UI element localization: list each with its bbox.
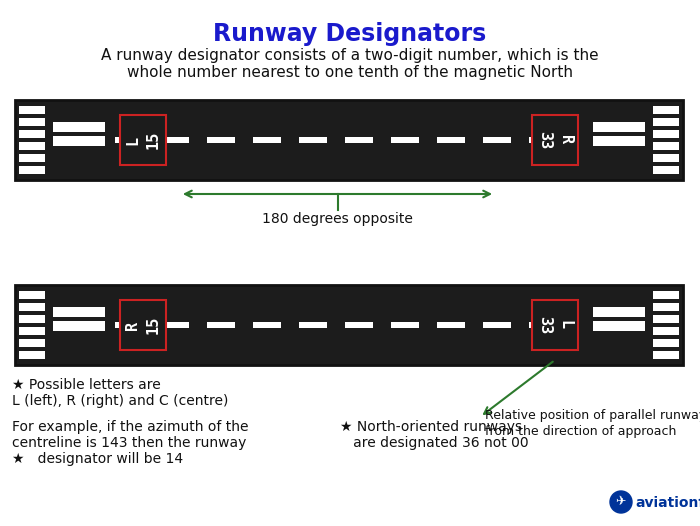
Text: Relative position of parallel runways: Relative position of parallel runways [485,409,700,422]
Bar [115,137,143,143]
Bar [653,339,679,347]
Text: 33: 33 [538,316,552,334]
Text: are designated 36 not 00: are designated 36 not 00 [340,436,528,450]
Bar [593,136,645,146]
Bar [19,141,45,150]
Bar [653,118,679,126]
Bar [653,290,679,299]
Bar [653,141,679,150]
Bar [19,302,45,311]
Bar [120,115,166,165]
Bar [19,315,45,323]
Bar [120,300,166,350]
Text: 33: 33 [538,131,552,149]
Text: ★   designator will be 14: ★ designator will be 14 [12,452,183,466]
Bar [53,307,105,317]
Bar [483,137,511,143]
Text: centreline is 143 then the runway: centreline is 143 then the runway [12,436,246,450]
Bar [19,106,45,115]
Text: from the direction of approach: from the direction of approach [485,425,676,438]
Bar [19,154,45,163]
Bar [15,285,683,365]
Bar [653,302,679,311]
Bar [529,137,557,143]
Text: 180 degrees opposite: 180 degrees opposite [262,212,413,226]
Bar [207,137,235,143]
Bar [653,315,679,323]
Bar [529,322,557,328]
Bar [437,322,465,328]
Bar [299,322,327,328]
Bar [391,137,419,143]
Text: aviationfile: aviationfile [635,496,700,510]
Text: L (left), R (right) and C (centre): L (left), R (right) and C (centre) [12,394,228,408]
Bar [483,322,511,328]
Text: ★ North-oriented runways: ★ North-oriented runways [340,420,522,434]
Bar [19,118,45,126]
Text: L: L [558,320,573,330]
Bar [391,322,419,328]
Bar [593,321,645,331]
Bar [19,290,45,299]
Bar [653,106,679,115]
Bar [437,137,465,143]
Text: 15: 15 [146,131,160,149]
Bar [19,166,45,175]
Bar [253,322,281,328]
Bar [653,154,679,163]
Bar [53,321,105,331]
Bar [653,327,679,336]
Text: ★ Possible letters are: ★ Possible letters are [12,378,161,392]
Bar [19,327,45,336]
Text: L: L [125,135,141,145]
Text: ✈: ✈ [616,495,626,509]
Bar [299,137,327,143]
Bar [593,307,645,317]
Bar [653,350,679,359]
Bar [115,322,143,328]
Bar [593,122,645,132]
Bar [53,122,105,132]
Bar [253,137,281,143]
Bar [345,322,373,328]
Bar [345,137,373,143]
Bar [532,300,578,350]
Text: A runway designator consists of a two-digit number, which is the: A runway designator consists of a two-di… [102,48,598,63]
Text: 15: 15 [146,316,160,334]
Bar [161,137,189,143]
Bar [653,129,679,138]
Bar [53,136,105,146]
Bar [19,350,45,359]
Bar [19,339,45,347]
Text: For example, if the azimuth of the: For example, if the azimuth of the [12,420,248,434]
Text: Runway Designators: Runway Designators [214,22,486,46]
Bar [207,322,235,328]
Bar [653,166,679,175]
Text: whole number nearest to one tenth of the magnetic North: whole number nearest to one tenth of the… [127,65,573,80]
Bar [161,322,189,328]
Bar [15,100,683,180]
Text: R: R [558,135,573,145]
Text: R: R [125,320,141,330]
Circle shape [610,491,632,513]
Bar [19,129,45,138]
Bar [532,115,578,165]
